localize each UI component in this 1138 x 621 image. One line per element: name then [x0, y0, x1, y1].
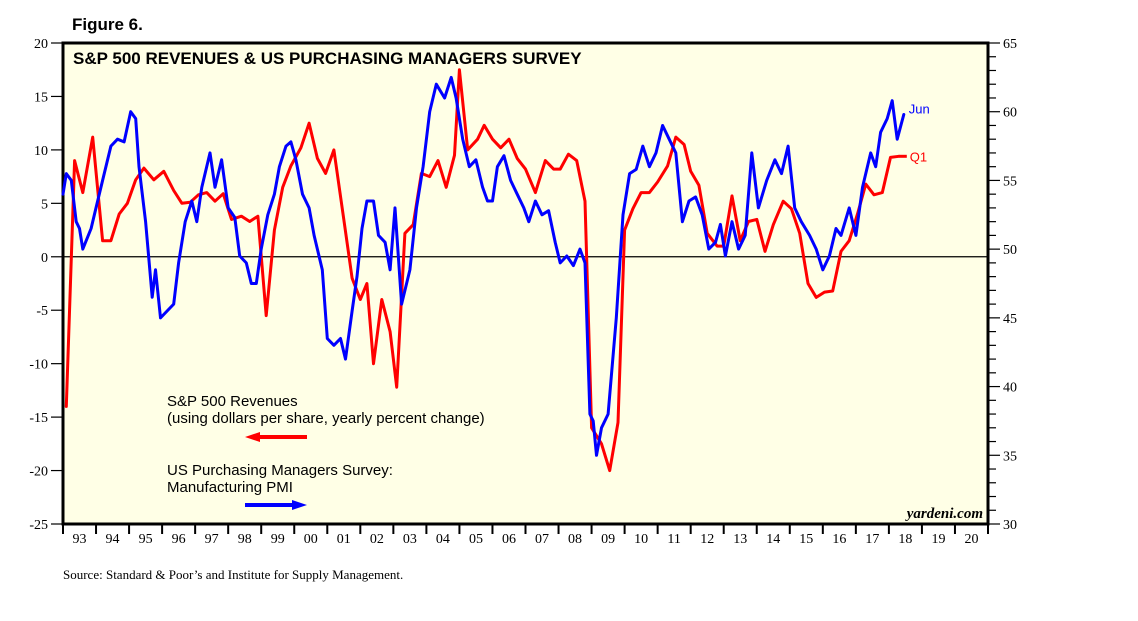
left-tick-label: -10	[29, 358, 48, 373]
left-tick-label: -25	[29, 518, 48, 533]
x-tick-label: 93	[73, 532, 87, 547]
left-axis: 20 15 10 5 0 -5 -10 -15 -20 -25	[29, 37, 63, 533]
left-tick-label: 20	[34, 37, 48, 52]
x-tick-label: 16	[832, 532, 846, 547]
right-tick-label: 35	[1003, 449, 1017, 464]
x-tick-label: 20	[964, 532, 978, 547]
legend-revenues-arrow-icon	[245, 432, 307, 442]
legend-revenues-subtitle: (using dollars per share, yearly percent…	[167, 410, 485, 427]
x-tick-label: 05	[469, 532, 483, 547]
x-tick-label: 03	[403, 532, 417, 547]
x-tick-label: 13	[733, 532, 747, 547]
source-note: Source: Standard & Poor’s and Institute …	[63, 567, 403, 582]
series-line-pmi	[61, 75, 906, 457]
legend-pmi-subtitle: Manufacturing PMI	[167, 479, 293, 496]
x-tick-label: 15	[799, 532, 813, 547]
x-tick-label: 19	[931, 532, 945, 547]
x-tick-label: 12	[700, 532, 714, 547]
x-tick-label: 09	[601, 532, 615, 547]
x-tick-label: 99	[271, 532, 285, 547]
x-tick-label: 17	[865, 532, 879, 547]
watermark: yardeni.com	[905, 506, 983, 522]
series-line-revenues	[64, 68, 901, 473]
left-tick-label: -15	[29, 411, 48, 426]
legend-pmi-arrow-icon	[245, 500, 307, 510]
legend-revenues-title: S&P 500 Revenues	[167, 393, 298, 410]
x-tick-label: 18	[898, 532, 912, 547]
x-tick-label: 14	[766, 532, 780, 547]
x-tick-label: 98	[238, 532, 252, 547]
x-tick-label: 94	[106, 532, 120, 547]
right-tick-label: 60	[1003, 106, 1017, 121]
left-tick-label: -20	[29, 465, 48, 480]
x-tick-label: 04	[436, 532, 450, 547]
right-tick-label: 30	[1003, 518, 1017, 533]
plot-area	[61, 41, 990, 526]
right-tick-label: 40	[1003, 381, 1017, 396]
x-tick-label: 01	[337, 532, 351, 547]
x-tick-label: 07	[535, 532, 549, 547]
x-tick-label: 00	[304, 532, 318, 547]
chart-title: S&P 500 REVENUES & US PURCHASING MANAGER…	[73, 49, 582, 68]
end-label-pmi: Jun	[909, 101, 930, 116]
right-axis: 65 60 55 50 45 40 35 30	[988, 37, 1017, 533]
x-tick-label: 08	[568, 532, 582, 547]
left-tick-label: 10	[34, 144, 48, 159]
left-tick-label: 0	[41, 251, 48, 266]
x-tick-label: 11	[667, 532, 680, 547]
right-tick-label: 45	[1003, 312, 1017, 327]
x-tick-label: 96	[172, 532, 186, 547]
x-tick-label: 97	[205, 532, 219, 547]
legend: S&P 500 Revenues (using dollars per shar…	[167, 393, 485, 510]
series-layer: Q1 Jun	[61, 68, 930, 473]
left-tick-label: -5	[36, 304, 48, 319]
x-tick-label: 06	[502, 532, 516, 547]
right-tick-label: 50	[1003, 243, 1017, 258]
x-tick-label: 95	[139, 532, 153, 547]
left-tick-label: 5	[41, 197, 48, 212]
legend-pmi-title: US Purchasing Managers Survey:	[167, 462, 393, 479]
end-label-revenues: Q1	[910, 149, 927, 164]
left-tick-label: 15	[34, 90, 48, 105]
figure-label: Figure 6.	[72, 15, 143, 34]
x-axis: 93 94 95 96 97 98 99 00 01 02 03 04 05 06 07 08 09 10 11 12…	[62, 524, 989, 547]
x-tick-label: 10	[634, 532, 648, 547]
right-tick-label: 55	[1003, 174, 1017, 189]
x-tick-label: 02	[370, 532, 384, 547]
right-tick-label: 65	[1003, 37, 1017, 52]
